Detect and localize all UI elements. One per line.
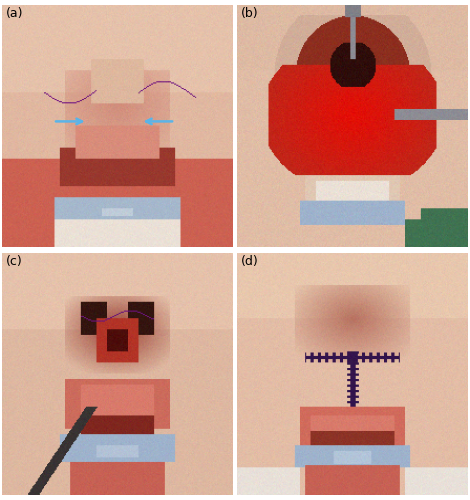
Text: (b): (b) [241, 7, 258, 20]
Text: (c): (c) [6, 254, 23, 268]
Text: (a): (a) [6, 7, 24, 20]
Text: (d): (d) [241, 254, 259, 268]
